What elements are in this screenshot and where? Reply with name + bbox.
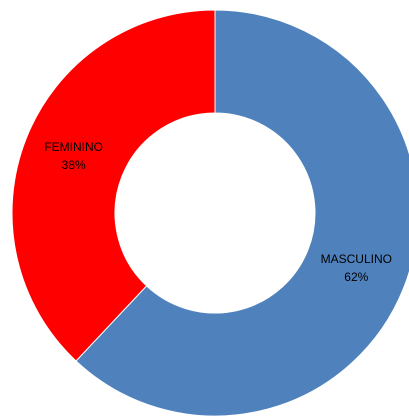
segment-label: FEMININO — [44, 140, 103, 154]
donut-segment — [75, 9, 409, 417]
segment-value-label: 62% — [344, 270, 368, 284]
donut-segment — [11, 9, 216, 362]
segment-value-label: 38% — [62, 158, 86, 172]
segment-label: MASCULINO — [321, 252, 392, 266]
